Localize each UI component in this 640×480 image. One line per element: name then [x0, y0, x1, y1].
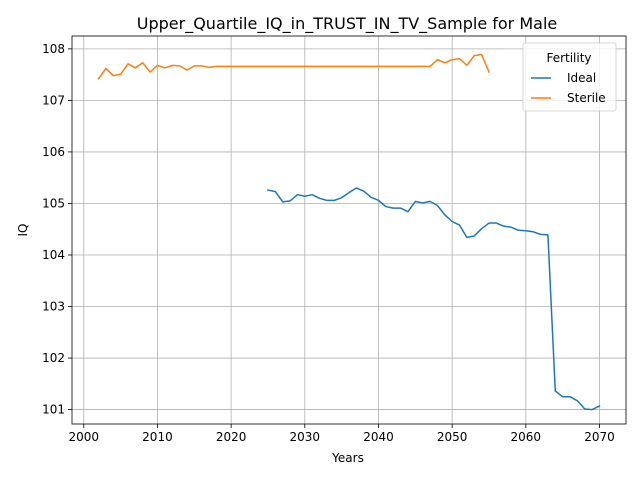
y-tick-label: 107 — [42, 93, 65, 107]
legend-title: Fertility — [546, 51, 591, 65]
x-tick-label: 2040 — [363, 430, 394, 444]
x-tick-label: 2030 — [290, 430, 321, 444]
x-tick-label: 2070 — [584, 430, 615, 444]
y-tick-label: 104 — [42, 248, 65, 262]
series-lines — [97, 53, 601, 411]
axis-ticks: 2000 2010 2020 2030 2040 2050 2060 2070 101 102 10… — [42, 42, 615, 444]
legend: Fertility Ideal Sterile — [522, 42, 617, 112]
y-axis-label: IQ — [16, 224, 30, 237]
plot-frame — [71, 35, 627, 425]
chart-title: Upper_Quartile_IQ_in_TRUST_IN_TV_Sample … — [137, 14, 557, 34]
y-tick-label: 103 — [42, 300, 65, 314]
legend-box — [522, 42, 617, 112]
y-tick-label: 108 — [42, 42, 65, 56]
x-tick-label: 2000 — [69, 430, 100, 444]
y-tick-label: 102 — [42, 351, 65, 365]
series-line-sterile — [97, 53, 490, 80]
x-tick-label: 2060 — [511, 430, 542, 444]
legend-label-ideal: Ideal — [567, 71, 596, 85]
y-tick-label: 105 — [42, 196, 65, 210]
x-tick-label: 2050 — [437, 430, 468, 444]
x-axis-label: Years — [331, 451, 364, 465]
y-tick-label: 101 — [42, 403, 65, 417]
x-tick-label: 2010 — [142, 430, 173, 444]
y-tick-label: 106 — [42, 145, 65, 159]
legend-label-sterile: Sterile — [567, 91, 606, 105]
series-line-ideal — [267, 187, 601, 411]
x-tick-label: 2020 — [216, 430, 247, 444]
